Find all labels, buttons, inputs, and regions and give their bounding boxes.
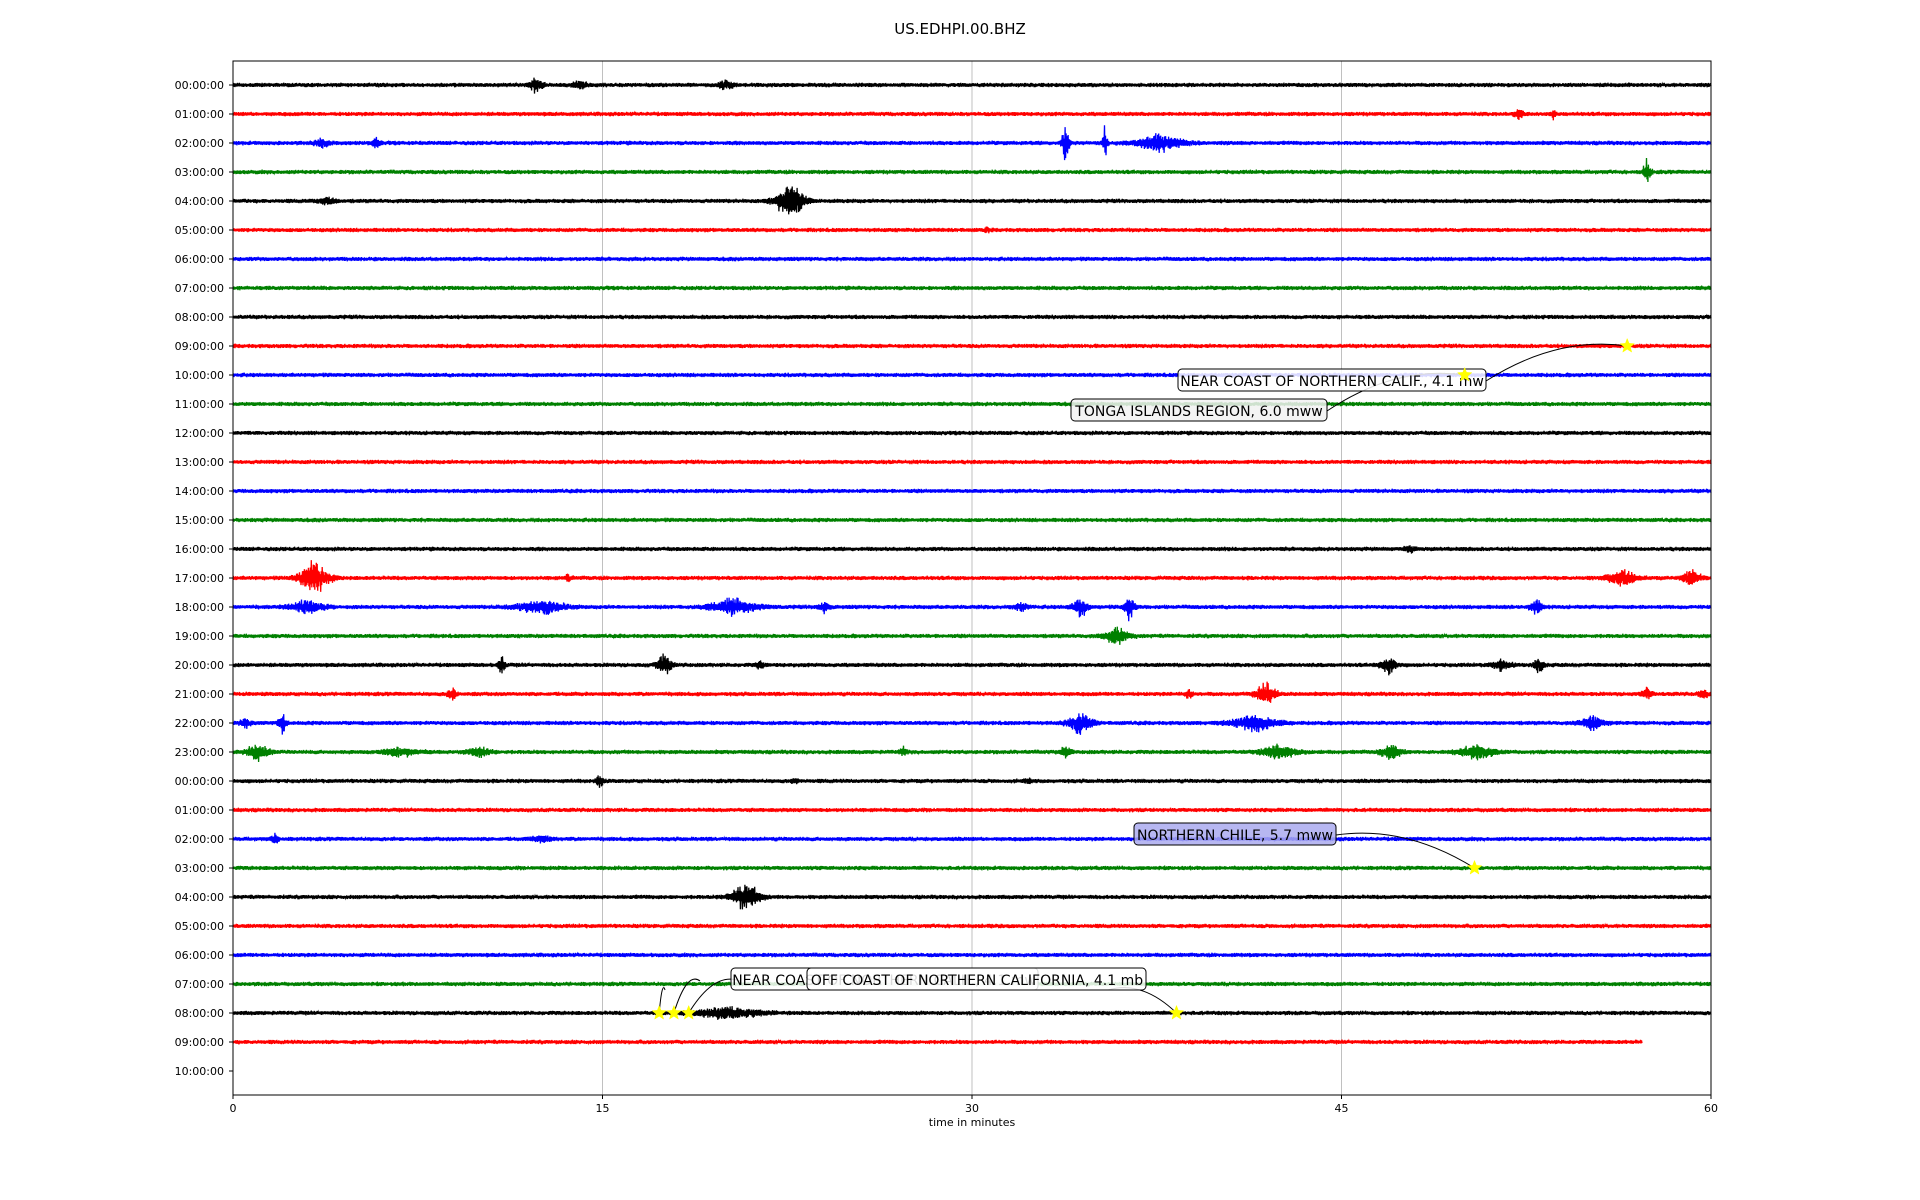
- y-tick-label-33: 09:00:00: [175, 1036, 224, 1049]
- event-marker-0: [1619, 337, 1636, 353]
- trace-7: [232, 284, 1712, 291]
- y-tick-label-31: 07:00:00: [175, 978, 224, 991]
- trace-20: [232, 653, 1712, 676]
- trace-21: [232, 681, 1712, 703]
- event-label-1: TONGA ISLANDS REGION, 6.0 mww: [1074, 404, 1322, 420]
- y-tick-label-15: 15:00:00: [175, 514, 224, 527]
- y-tick-label-13: 13:00:00: [175, 456, 224, 469]
- y-tick-label-21: 21:00:00: [175, 688, 224, 701]
- trace-30: [232, 951, 1712, 959]
- x-axis: 0 15 30 45 60: [230, 1095, 1718, 1115]
- y-tick-label-10: 10:00:00: [175, 369, 224, 382]
- y-tick-label-26: 02:00:00: [175, 833, 224, 846]
- y-tick-label-27: 03:00:00: [175, 862, 224, 875]
- event-marker-5: [680, 1004, 697, 1020]
- trace-8: [232, 313, 1712, 320]
- event-label-box-6: [806, 967, 1147, 991]
- event-marker-1: [1456, 366, 1473, 382]
- event-marker-2: [1466, 859, 1483, 875]
- y-tick-label-23: 23:00:00: [175, 746, 224, 759]
- trace-29: [232, 922, 1712, 930]
- trace-19: [232, 626, 1712, 645]
- y-tick-label-11: 11:00:00: [175, 398, 224, 411]
- trace-5: [232, 226, 1712, 234]
- y-tick-label-14: 14:00:00: [175, 485, 224, 498]
- event-leader-0: [1485, 343, 1628, 382]
- trace-4: [232, 186, 1712, 215]
- y-tick-label-16: 16:00:00: [175, 543, 224, 556]
- event-label-6: OFF COAST OF NORTHERN CALIFORNIA, 4.1 mb: [811, 973, 1143, 989]
- trace-25: [232, 806, 1712, 814]
- y-tick-label-7: 07:00:00: [175, 282, 224, 295]
- trace-14: [232, 488, 1712, 495]
- event-marker-6: [1168, 1004, 1185, 1020]
- event-marker-4: [666, 1004, 682, 1020]
- event-annotations: NEAR COAST OF NORTHERN CALIF., 4.1 mw TON…: [651, 337, 1636, 1020]
- trace-2: [232, 125, 1712, 161]
- y-tick-label-9: 09:00:00: [175, 340, 224, 353]
- y-tick-label-25: 01:00:00: [175, 804, 224, 817]
- event-label-0: NEAR COAST OF NORTHERN CALIF., 4.1 mw: [1180, 374, 1484, 390]
- trace-6: [232, 255, 1712, 262]
- event-leader-2: [1335, 832, 1475, 869]
- chart-title: US.EDHPI.00.BHZ: [894, 20, 1026, 38]
- trace-0: [232, 77, 1712, 94]
- x-tick-label-4: 60: [1704, 1102, 1718, 1115]
- event-leader-6: [1107, 987, 1177, 1014]
- y-tick-label-34: 10:00:00: [175, 1065, 224, 1078]
- y-tick-label-18: 18:00:00: [175, 601, 224, 614]
- y-tick-label-5: 05:00:00: [175, 224, 224, 237]
- event-leader-4: [673, 978, 701, 1014]
- y-tick-label-6: 06:00:00: [175, 253, 224, 266]
- x-tick-label-3: 45: [1335, 1102, 1349, 1115]
- trace-1: [232, 109, 1712, 121]
- trace-33: [232, 1038, 1643, 1046]
- trace-13: [232, 459, 1712, 466]
- event-label-box-1: [1070, 398, 1328, 422]
- event-label-box-0: [1177, 368, 1487, 392]
- y-tick-label-32: 08:00:00: [175, 1007, 224, 1020]
- x-axis-label: time in minutes: [929, 1116, 1016, 1129]
- y-tick-label-19: 19:00:00: [175, 630, 224, 643]
- y-tick-label-0: 00:00:00: [175, 79, 224, 92]
- y-tick-label-20: 20:00:00: [175, 659, 224, 672]
- event-label-2: NORTHERN CHILE, 5.7 mww: [1137, 828, 1333, 844]
- trace-lines: [232, 77, 1712, 1046]
- y-tick-label-12: 12:00:00: [175, 427, 224, 440]
- trace-17: [232, 560, 1712, 592]
- trace-23: [232, 743, 1712, 763]
- trace-3: [232, 157, 1712, 183]
- trace-28: [232, 884, 1712, 910]
- x-tick-label-1: 15: [596, 1102, 610, 1115]
- y-tick-label-2: 02:00:00: [175, 137, 224, 150]
- y-tick-label-28: 04:00:00: [175, 891, 224, 904]
- y-tick-label-8: 08:00:00: [175, 311, 224, 324]
- trace-22: [232, 713, 1712, 735]
- y-axis: 00:00:00 01:00:00 02:00:00 03:00:00 04:00:00…: [175, 79, 233, 1078]
- x-tick-label-2: 30: [965, 1102, 979, 1115]
- trace-18: [232, 597, 1712, 622]
- y-tick-label-22: 22:00:00: [175, 717, 224, 730]
- event-label-box-2: [1133, 822, 1337, 846]
- trace-32: [232, 1006, 1712, 1020]
- y-tick-label-4: 04:00:00: [175, 195, 224, 208]
- trace-26: [232, 832, 1712, 844]
- y-tick-label-29: 05:00:00: [175, 920, 224, 933]
- trace-27: [232, 865, 1712, 872]
- trace-12: [232, 430, 1712, 436]
- event-marker-3: [651, 1004, 667, 1020]
- trace-9: [232, 343, 1712, 350]
- trace-16: [232, 545, 1712, 554]
- y-tick-label-1: 01:00:00: [175, 108, 224, 121]
- y-tick-label-17: 17:00:00: [175, 572, 224, 585]
- y-tick-label-30: 06:00:00: [175, 949, 224, 962]
- trace-11: [232, 400, 1712, 407]
- x-tick-label-0: 0: [230, 1102, 237, 1115]
- trace-24: [232, 775, 1712, 788]
- y-tick-label-24: 00:00:00: [175, 775, 224, 788]
- trace-15: [232, 517, 1712, 524]
- y-tick-label-3: 03:00:00: [175, 166, 224, 179]
